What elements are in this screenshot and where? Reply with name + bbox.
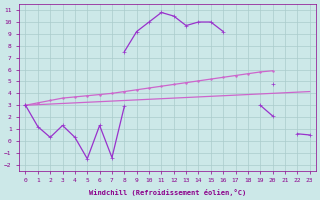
X-axis label: Windchill (Refroidissement éolien,°C): Windchill (Refroidissement éolien,°C): [89, 189, 246, 196]
